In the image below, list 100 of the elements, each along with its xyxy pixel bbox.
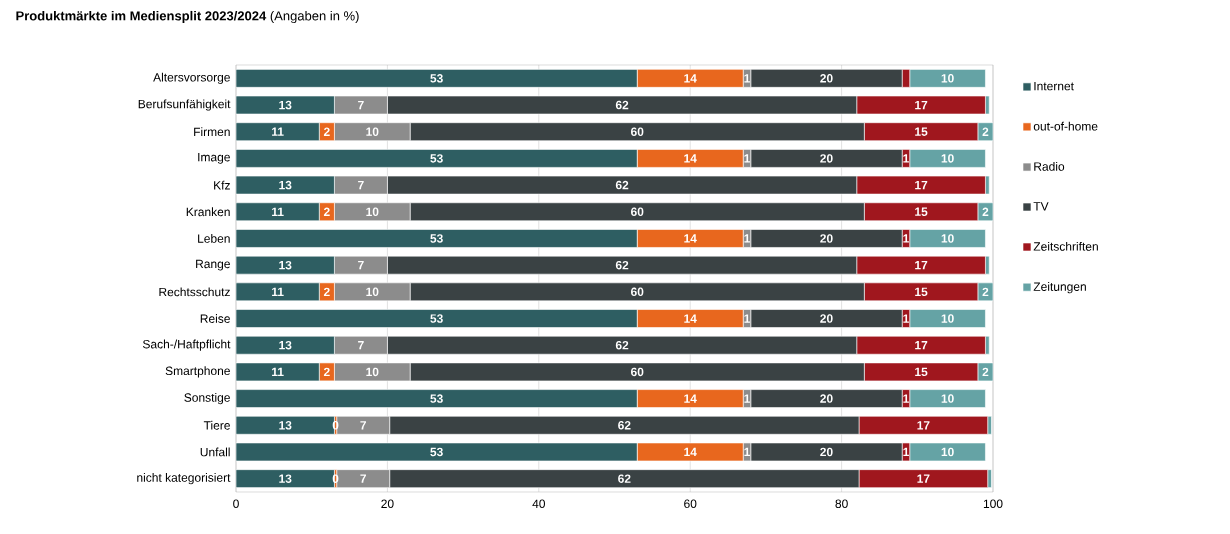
data-label: 10: [941, 314, 954, 323]
bar: [909, 309, 986, 328]
bar: [236, 149, 638, 168]
bar: [236, 122, 320, 142]
data-label: 62: [615, 260, 629, 270]
bar: [236, 282, 320, 302]
data-label: 62: [615, 180, 629, 190]
bar: [909, 69, 986, 88]
data-label: 2: [982, 207, 989, 216]
data-label: 1: [744, 154, 750, 163]
data-label: 13: [279, 260, 292, 270]
x-tick-label: 20: [381, 499, 394, 509]
data-label: 53: [430, 447, 443, 457]
x-tick-label: 40: [532, 499, 546, 509]
bar: [236, 309, 638, 328]
data-label: 60: [630, 127, 644, 136]
data-label: 0: [332, 474, 339, 483]
data-label: 15: [915, 367, 928, 377]
data-label: 17: [915, 180, 928, 190]
data-label: 10: [366, 287, 379, 297]
data-label: 53: [430, 74, 443, 83]
legend-label: Zeitungen: [1033, 282, 1086, 294]
data-label: 17: [915, 100, 928, 110]
y-tick-label: Altersvorsorge: [153, 72, 230, 84]
bar: [236, 229, 638, 248]
bar: [236, 69, 638, 88]
data-label: 7: [358, 100, 364, 110]
data-label: 13: [279, 340, 292, 350]
data-label: 10: [941, 394, 954, 403]
data-label: 1: [903, 234, 909, 243]
data-label: 60: [630, 287, 644, 297]
data-label: 20: [820, 154, 833, 163]
bar: [236, 335, 335, 355]
y-tick-label: Berufsunfähigkeit: [138, 99, 231, 111]
data-label: 0: [332, 421, 339, 430]
y-tick-label: Sach-/Haftpflicht: [142, 339, 231, 351]
legend-label: Zeitschriften: [1033, 241, 1098, 251]
data-label: 10: [941, 154, 954, 163]
data-label: 14: [684, 447, 697, 457]
bar: [236, 202, 320, 222]
data-label: 13: [279, 474, 292, 483]
data-label: 1: [903, 314, 909, 323]
data-label: 20: [820, 74, 833, 83]
data-label: 15: [915, 207, 928, 216]
data-label: 20: [820, 447, 833, 457]
data-label: 62: [618, 421, 631, 430]
data-label: 14: [684, 154, 697, 163]
data-label: 14: [684, 74, 697, 83]
legend-label: out-of-home: [1033, 121, 1098, 131]
data-label: 1: [744, 234, 750, 243]
data-label: 53: [430, 154, 443, 163]
data-label: 2: [982, 367, 989, 377]
data-label: 2: [323, 127, 330, 136]
y-tick-label: Rechtsschutz: [159, 287, 230, 297]
x-tick-label: 0: [233, 499, 239, 509]
data-label: 10: [366, 207, 379, 217]
y-tick-label: Firmen: [194, 127, 230, 137]
data-label: 11: [272, 287, 284, 296]
bar: [236, 389, 638, 408]
data-label: 60: [630, 367, 644, 377]
data-label: 17: [917, 421, 930, 430]
data-label: 20: [820, 234, 833, 243]
y-tick-label: Kfz: [214, 180, 230, 190]
x-tick-label: 100: [983, 499, 1003, 509]
data-label: 11: [272, 127, 284, 136]
legend-label: Internet: [1034, 82, 1074, 91]
bar: [909, 389, 986, 408]
data-label: 62: [618, 474, 631, 483]
data-label: 53: [430, 314, 443, 323]
x-tick-label: 80: [835, 499, 848, 509]
data-label: 2: [982, 127, 989, 136]
data-label: 1: [903, 154, 909, 163]
data-label: 10: [941, 447, 954, 457]
data-label: 7: [358, 180, 364, 190]
y-tick-label: Sonstige: [184, 393, 230, 405]
data-label: 1: [744, 314, 750, 323]
data-label: 11: [272, 367, 284, 377]
data-label: 15: [915, 127, 928, 136]
x-tick-label: 60: [684, 499, 697, 509]
y-tick-label: Tiere: [203, 420, 230, 430]
y-tick-label: Smartphone: [165, 366, 230, 378]
data-label: 10: [366, 127, 379, 136]
data-label: 17: [917, 474, 930, 483]
data-label: 7: [360, 421, 366, 430]
data-label: 1: [744, 394, 750, 403]
data-label: 17: [915, 261, 928, 270]
legend-label: Radio: [1034, 161, 1065, 171]
y-tick-label: nicht kategorisiert: [137, 473, 231, 485]
data-label: 2: [323, 207, 330, 216]
data-label: 13: [279, 180, 292, 190]
data-label: 11: [272, 207, 284, 216]
data-label: 13: [279, 421, 292, 430]
data-label: 14: [684, 394, 697, 403]
data-label: 10: [941, 74, 954, 83]
data-label: 14: [684, 234, 697, 243]
data-label: 2: [323, 287, 330, 297]
bar: [909, 229, 986, 248]
y-tick-label: Image: [198, 153, 230, 164]
data-label: 7: [358, 261, 364, 270]
y-tick-label: Reise: [200, 314, 230, 323]
